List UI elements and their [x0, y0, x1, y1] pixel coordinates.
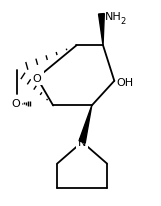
Polygon shape — [79, 106, 92, 143]
Text: O: O — [33, 74, 41, 83]
Text: N: N — [78, 137, 86, 147]
Text: NH: NH — [105, 12, 121, 22]
Text: OH: OH — [117, 77, 134, 87]
Text: O: O — [11, 99, 20, 109]
Polygon shape — [99, 14, 104, 46]
Text: 2: 2 — [121, 17, 126, 26]
